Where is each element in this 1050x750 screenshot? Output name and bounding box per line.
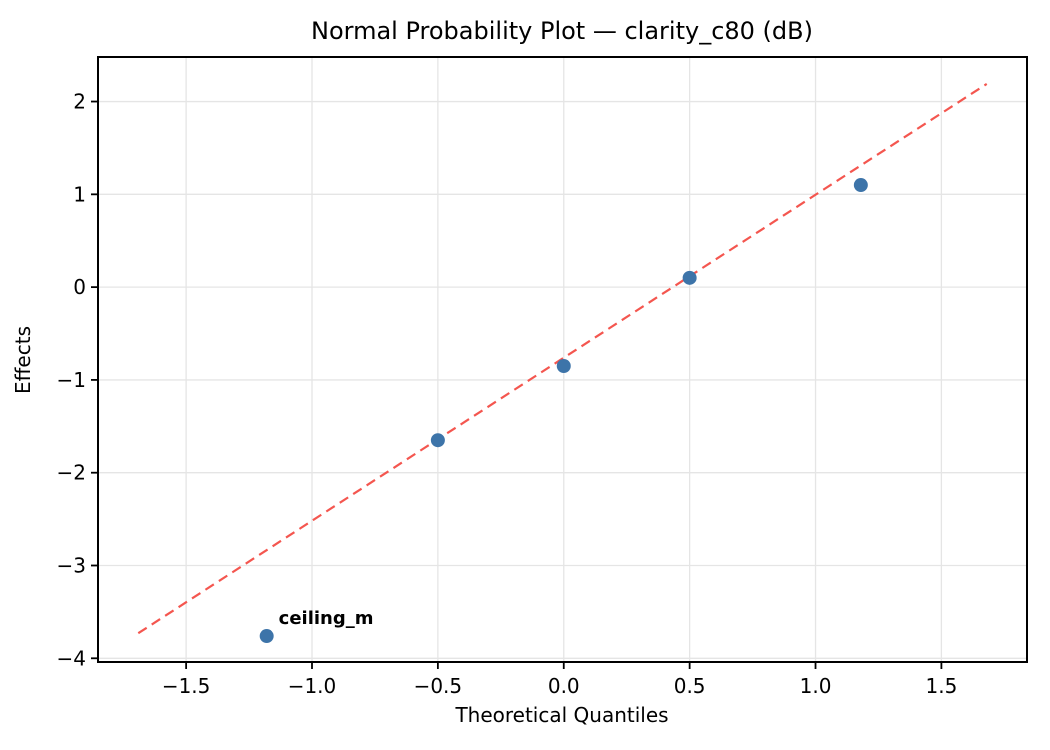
data-point (682, 270, 697, 285)
data-point (556, 358, 571, 373)
data-point (430, 433, 445, 448)
grid-layer (98, 57, 1027, 662)
y-axis-label: Effects (11, 326, 35, 394)
fit-line (137, 82, 988, 635)
x-tick-label: 0.0 (548, 674, 580, 698)
x-axis-label: Theoretical Quantiles (454, 703, 668, 727)
x-tick-label: −0.5 (414, 674, 463, 698)
y-tick-label: −3 (57, 553, 86, 577)
data-point (853, 178, 868, 193)
y-tick-label: 1 (73, 182, 86, 206)
y-tick-label: 2 (73, 90, 86, 114)
data-layer: ceiling_m (137, 82, 988, 644)
x-tick-label: 0.5 (674, 674, 706, 698)
plot-border (97, 56, 1028, 663)
x-tick-label: −1.5 (162, 674, 211, 698)
y-tick-label: −2 (57, 461, 86, 485)
x-tick-label: 1.0 (800, 674, 832, 698)
tick-layer: −1.5 −1.0 −0.5 0.0 0.5 1.0 1.5 2 1 0 −1 −2 −3 −4 (57, 90, 958, 698)
x-tick-label: 1.5 (925, 674, 957, 698)
y-tick-label: −1 (57, 368, 86, 392)
outlier-annotation: ceiling_m (279, 608, 374, 629)
x-tick-label: −1.0 (288, 674, 337, 698)
y-tick-label: −4 (57, 646, 86, 670)
chart-title: Normal Probability Plot — clarity_c80 (d… (311, 17, 813, 45)
y-tick-label: 0 (73, 275, 86, 299)
data-point (259, 629, 274, 644)
